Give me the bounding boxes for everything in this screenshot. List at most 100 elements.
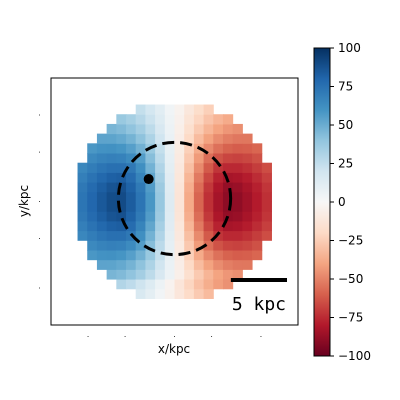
heatmap-cell	[135, 249, 146, 261]
heatmap-cell	[213, 249, 224, 261]
heatmap-cell	[145, 191, 156, 202]
heatmap-cell	[126, 133, 137, 144]
heatmap-cell	[184, 249, 195, 261]
heatmap-cell	[184, 240, 195, 251]
heatmap-cell	[145, 182, 156, 193]
heatmap-cell	[135, 240, 146, 251]
heatmap-cell	[242, 143, 253, 154]
heatmap-cell	[164, 133, 175, 144]
heatmap-cell	[252, 230, 263, 241]
heatmap-cell	[164, 191, 175, 202]
heatmap-cell	[77, 211, 88, 222]
heatmap-cell	[155, 114, 166, 125]
scale-bar-label: 5 kpc	[232, 294, 286, 315]
heatmap-cell	[116, 201, 127, 212]
heatmap-cell	[174, 104, 185, 115]
heatmap-cell	[135, 259, 146, 270]
heatmap-cell	[164, 230, 175, 241]
heatmap-cell	[155, 220, 166, 232]
heatmap-cell	[116, 123, 127, 135]
heatmap-cell	[222, 220, 234, 232]
heatmap-cell	[203, 220, 214, 232]
heatmap-cell	[87, 191, 98, 202]
heatmap-cell	[135, 269, 146, 280]
heatmap-cell	[252, 172, 263, 183]
heatmap-cell	[213, 162, 224, 173]
heatmap-cell	[203, 191, 214, 202]
heatmap-cell	[164, 114, 175, 125]
heatmap-cell	[106, 249, 117, 261]
heatmap-cell	[135, 182, 146, 193]
heatmap-cell	[116, 211, 127, 222]
heatmap-cell	[174, 201, 185, 212]
heatmap-cell	[135, 220, 146, 232]
heatmap-cell	[155, 172, 166, 183]
heatmap-cell	[252, 211, 263, 222]
heatmap-cell	[106, 153, 117, 164]
heatmap-cell	[213, 201, 224, 212]
heatmap-cell	[193, 153, 205, 164]
heatmap-cell	[116, 143, 127, 154]
heatmap-cell	[193, 249, 205, 261]
heatmap-cell	[96, 133, 108, 144]
heatmap-cell	[126, 220, 137, 232]
heatmap-cell	[116, 259, 127, 270]
heatmap-cell	[232, 162, 243, 173]
heatmap-cell	[77, 220, 88, 232]
heatmap-cell	[232, 172, 243, 183]
heatmap-cell	[116, 230, 127, 241]
heatmap-cell	[242, 153, 253, 164]
heatmap-cell	[213, 143, 224, 154]
minor-ticks	[39, 114, 262, 337]
heatmap-cell	[96, 211, 108, 222]
heatmap-cell	[126, 114, 137, 125]
heatmap-cells	[77, 104, 272, 299]
heatmap-cell	[126, 123, 137, 135]
heatmap-cell	[232, 143, 243, 154]
heatmap-cell	[126, 201, 137, 212]
heatmap-cell	[222, 143, 234, 154]
heatmap-cell	[145, 114, 156, 125]
heatmap-cell	[106, 240, 117, 251]
heatmap-cell	[164, 279, 175, 290]
heatmap-cell	[261, 201, 272, 212]
heatmap-cell	[164, 269, 175, 280]
heatmap-cell	[213, 211, 224, 222]
heatmap-cell	[213, 123, 224, 135]
heatmap-cell	[116, 191, 127, 202]
colorbar-tick-label: 25	[338, 157, 353, 171]
colorbar-tick-label: −100	[338, 349, 371, 363]
marker-point	[143, 174, 154, 185]
heatmap-cell	[193, 211, 205, 222]
y-axis-label: y/kpc	[17, 185, 31, 217]
heatmap-cell	[213, 133, 224, 144]
heatmap-cell	[135, 162, 146, 173]
heatmap-cell	[193, 240, 205, 251]
heatmap-cell	[135, 201, 146, 212]
heatmap-cell	[116, 279, 127, 290]
heatmap-cell	[184, 153, 195, 164]
heatmap-cell	[174, 259, 185, 270]
heatmap-cell	[184, 259, 195, 270]
heatmap-cell	[222, 269, 234, 280]
heatmap-cell	[184, 182, 195, 193]
heatmap-cell	[184, 269, 195, 280]
plot-frame	[50, 77, 299, 326]
heatmap-cell	[164, 153, 175, 164]
heatmap-cell	[174, 288, 185, 299]
heatmap-cell	[213, 279, 224, 290]
heatmap-cell	[106, 211, 117, 222]
heatmap-cell	[164, 240, 175, 251]
heatmap-cell	[203, 279, 214, 290]
heatmap-cell	[203, 162, 214, 173]
heatmap-cell	[184, 123, 195, 135]
heatmap-cell	[96, 220, 108, 232]
heatmap-cell	[145, 133, 156, 144]
heatmap-cell	[174, 269, 185, 280]
heatmap-cell	[232, 133, 243, 144]
heatmap-cell	[155, 259, 166, 270]
heatmap-cell	[155, 191, 166, 202]
heatmap-cell	[203, 249, 214, 261]
heatmap-cell	[222, 182, 234, 193]
